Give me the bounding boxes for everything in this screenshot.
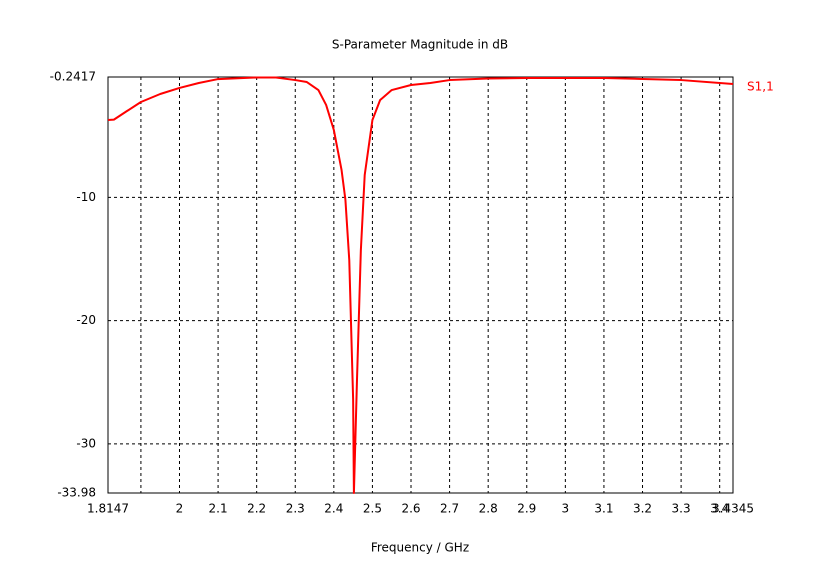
chart-title: S-Parameter Magnitude in dB <box>332 38 508 52</box>
y-tick-label: -10 <box>76 190 96 204</box>
x-tick-label: 3.4345 <box>712 502 754 516</box>
data-line <box>107 76 734 494</box>
x-tick-label: 2.7 <box>440 502 459 516</box>
y-tick-label: -20 <box>76 313 96 327</box>
x-tick-label: 3.2 <box>633 502 652 516</box>
y-tick-label: -33.98 <box>57 486 96 500</box>
x-tick-label: 2.6 <box>401 502 420 516</box>
x-tick-label: 2.3 <box>286 502 305 516</box>
y-tick-label: -0.2417 <box>50 70 96 84</box>
x-tick-label: 3.1 <box>594 502 613 516</box>
legend-label: S1,1 <box>747 80 774 94</box>
x-tick-label: 3.4 <box>710 502 729 516</box>
x-tick-label: 1.8147 <box>87 502 129 516</box>
x-tick-label: 2.2 <box>247 502 266 516</box>
y-tick-label: -30 <box>76 436 96 450</box>
x-tick-label: 3 <box>562 502 570 516</box>
x-tick-label: 2.4 <box>324 502 343 516</box>
x-tick-label: 2.5 <box>363 502 382 516</box>
x-tick-label: 2 <box>176 502 184 516</box>
x-tick-label: 3.3 <box>672 502 691 516</box>
plot-frame <box>107 76 734 494</box>
x-tick-label: 2.1 <box>209 502 228 516</box>
x-tick-label: 2.9 <box>517 502 536 516</box>
x-axis-label: Frequency / GHz <box>371 541 469 555</box>
x-tick-label: 2.8 <box>479 502 498 516</box>
